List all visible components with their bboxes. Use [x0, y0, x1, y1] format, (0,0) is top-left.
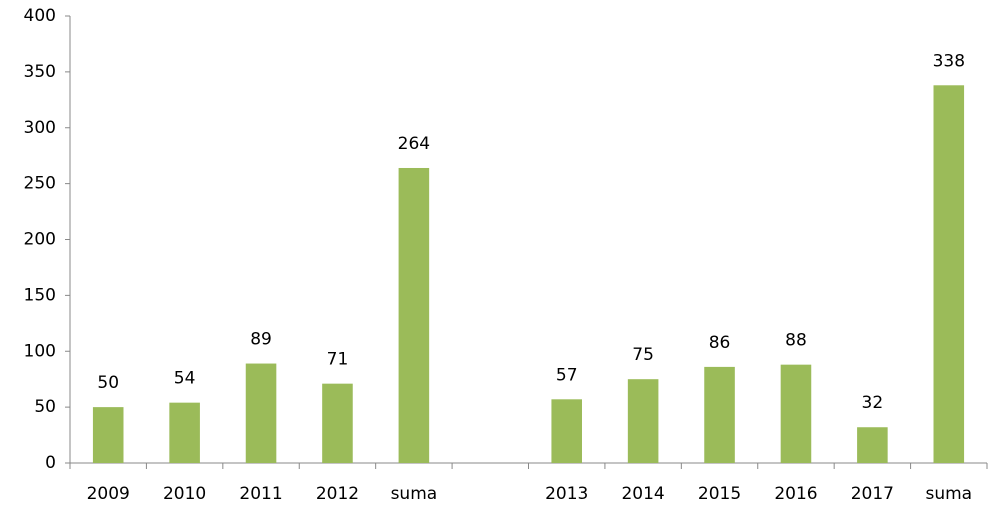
- x-tick-label: 2013: [545, 484, 588, 504]
- y-tick-label: 50: [34, 397, 56, 417]
- data-label: 338: [933, 51, 965, 71]
- bar: [322, 383, 353, 463]
- x-tick-label: 2017: [851, 484, 894, 504]
- y-tick-label: 0: [45, 453, 56, 473]
- data-label: 57: [556, 365, 578, 385]
- bar: [398, 167, 430, 464]
- y-tick-label: 250: [24, 174, 56, 194]
- y-tick-label: 400: [24, 6, 56, 26]
- y-tick-label: 350: [24, 62, 56, 82]
- x-tick-label: suma: [391, 484, 438, 504]
- x-tick-label: 2009: [87, 484, 130, 504]
- x-tick-label: 2012: [316, 484, 359, 504]
- bar: [933, 85, 965, 463]
- data-label: 89: [250, 330, 272, 350]
- bar: [92, 407, 124, 463]
- data-label: 86: [709, 333, 731, 353]
- bar: [857, 427, 888, 463]
- data-label: 75: [632, 345, 654, 365]
- y-tick-label: 100: [24, 341, 56, 361]
- x-tick-label: 2014: [621, 484, 664, 504]
- data-label: 88: [785, 331, 807, 351]
- data-label: 50: [97, 373, 119, 393]
- bar: [551, 399, 582, 463]
- y-tick-label: 300: [24, 118, 56, 138]
- x-tick-label: 2016: [774, 484, 817, 504]
- bar: [780, 364, 812, 463]
- bar: [169, 402, 200, 463]
- y-tick-label: 150: [24, 285, 56, 305]
- data-label: 71: [327, 350, 349, 370]
- x-tick-label: 2015: [698, 484, 741, 504]
- x-tick-label: suma: [925, 484, 972, 504]
- data-label: 54: [174, 369, 196, 389]
- y-tick-label: 200: [24, 230, 56, 250]
- data-label: 264: [398, 134, 430, 154]
- bar: [627, 379, 659, 463]
- data-label: 32: [862, 393, 884, 413]
- x-tick-label: 2011: [239, 484, 282, 504]
- x-tick-label: 2010: [163, 484, 206, 504]
- bar: [704, 366, 735, 463]
- bar: [245, 363, 277, 463]
